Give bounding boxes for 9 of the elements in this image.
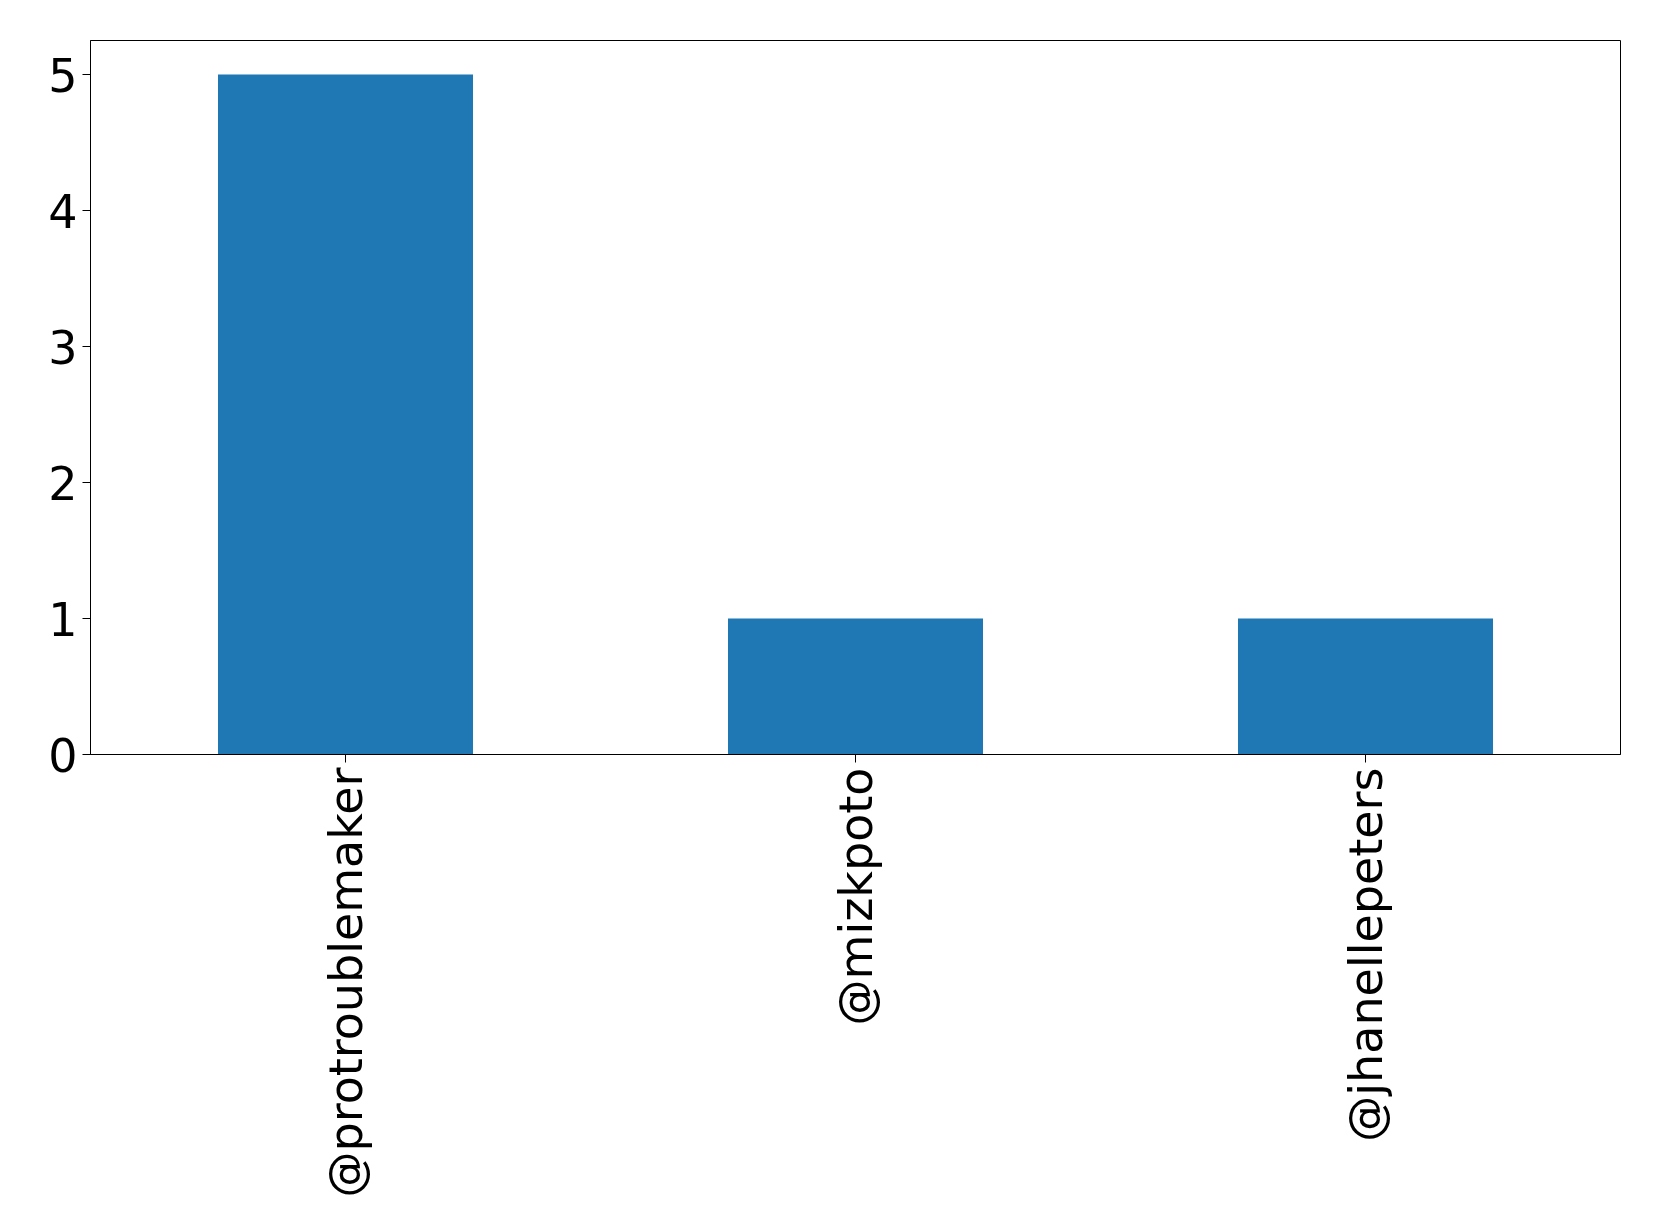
y-tick-label: 1 (48, 592, 78, 647)
y-tick-label: 0 (48, 728, 78, 783)
x-tick-label: @jhanellepeters (1338, 767, 1393, 1142)
y-tick-label: 5 (48, 48, 78, 103)
x-tick-label: @protroublemaker (318, 767, 373, 1198)
y-tick-label: 2 (48, 456, 78, 511)
y-tick-label: 3 (48, 320, 78, 375)
y-tick-label: 4 (48, 184, 78, 239)
x-tick-label: @mizkpoto (828, 767, 883, 1026)
